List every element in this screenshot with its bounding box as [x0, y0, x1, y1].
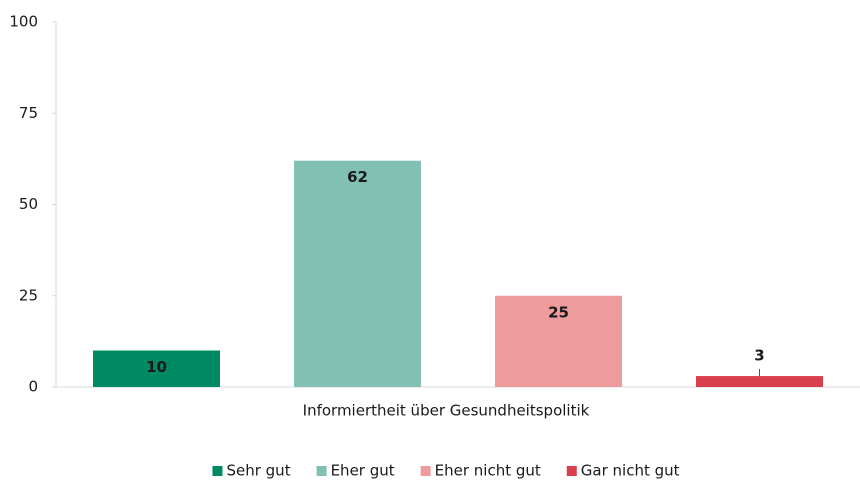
- legend-swatch: [212, 466, 223, 476]
- data-label: 10: [146, 358, 167, 376]
- data-label: 3: [754, 347, 764, 365]
- legend-swatch: [420, 466, 431, 476]
- x-category-label: Informiertheit über Gesundheitspolitik: [303, 402, 590, 420]
- legend-swatch: [316, 466, 327, 476]
- bar: [495, 295, 622, 387]
- legend-label: Gar nicht gut: [581, 462, 680, 480]
- y-tick-label: 50: [19, 195, 38, 213]
- legend-label: Sehr gut: [226, 462, 290, 480]
- y-tick-label: 25: [19, 286, 38, 304]
- y-tick-label: 75: [19, 104, 38, 122]
- bar: [696, 376, 823, 387]
- bar: [294, 160, 421, 387]
- legend-swatch: [566, 466, 577, 476]
- bar: [93, 350, 220, 387]
- y-tick-label: 100: [9, 13, 38, 31]
- data-label: 62: [347, 168, 368, 186]
- legend-label: Eher gut: [331, 462, 395, 480]
- legend-label: Eher nicht gut: [435, 462, 541, 480]
- y-tick-label: 0: [28, 378, 38, 396]
- data-label: 25: [548, 303, 569, 321]
